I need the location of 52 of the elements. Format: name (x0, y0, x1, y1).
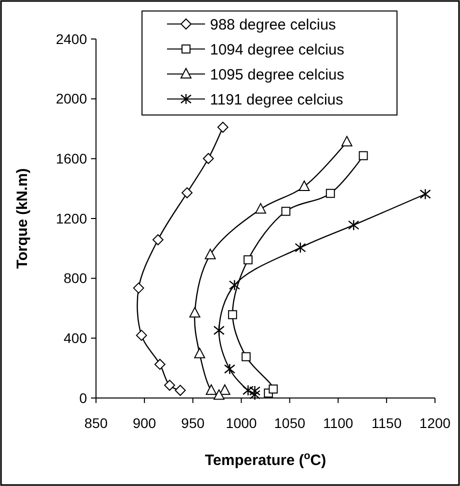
point (154, 358, 166, 370)
x-axis-title: Temperature ($^{o}$C) (204, 450, 326, 469)
point (189, 307, 200, 318)
point (213, 324, 225, 336)
point (219, 384, 230, 395)
point (281, 206, 290, 216)
y-tick-label: 0 (79, 390, 88, 406)
point (136, 330, 148, 341)
y-tick-label: 1600 (56, 150, 88, 167)
point (341, 136, 352, 146)
point (133, 282, 144, 294)
point (255, 203, 266, 214)
legend-label: 1095 degree celcius (210, 66, 344, 84)
point (358, 151, 368, 160)
point (228, 279, 240, 291)
legend-label: 988 degree celcius (210, 16, 336, 34)
point (194, 348, 206, 358)
point (202, 153, 214, 164)
y-tick-label: 400 (64, 330, 88, 346)
point (420, 188, 431, 200)
x-tick-label: 1100 (323, 415, 354, 431)
point (242, 352, 251, 362)
x-tick-label: 1050 (274, 415, 306, 431)
x-tick-label: 950 (181, 415, 205, 431)
y-tick-label: 2000 (56, 90, 88, 107)
y-tick-label: 1200 (56, 210, 88, 226)
x-tick-label: 1150 (372, 415, 402, 431)
point (294, 242, 306, 254)
point (244, 255, 253, 264)
point (214, 389, 225, 400)
point (268, 384, 278, 394)
x-tick-label: 850 (84, 415, 108, 431)
point (204, 248, 216, 260)
x-tick-label: 1000 (226, 415, 258, 431)
point (152, 234, 164, 246)
point (224, 363, 236, 375)
y-tick-label: 2400 (56, 30, 88, 47)
point (228, 310, 238, 320)
legend-label: 1191 degree celcius (210, 91, 344, 108)
point (348, 219, 360, 231)
x-tick-label: 900 (132, 415, 156, 431)
legend-label: 1094 degree celcius (210, 41, 344, 58)
x-tick-label: 1200 (419, 415, 451, 431)
point (164, 380, 176, 391)
point (182, 187, 193, 198)
point (298, 180, 310, 191)
point (326, 188, 335, 198)
y-axis-title: Torque (kN.m) (14, 168, 31, 269)
y-tick-label: 800 (64, 270, 88, 286)
point (206, 384, 217, 395)
point (174, 384, 186, 396)
point (217, 122, 228, 133)
